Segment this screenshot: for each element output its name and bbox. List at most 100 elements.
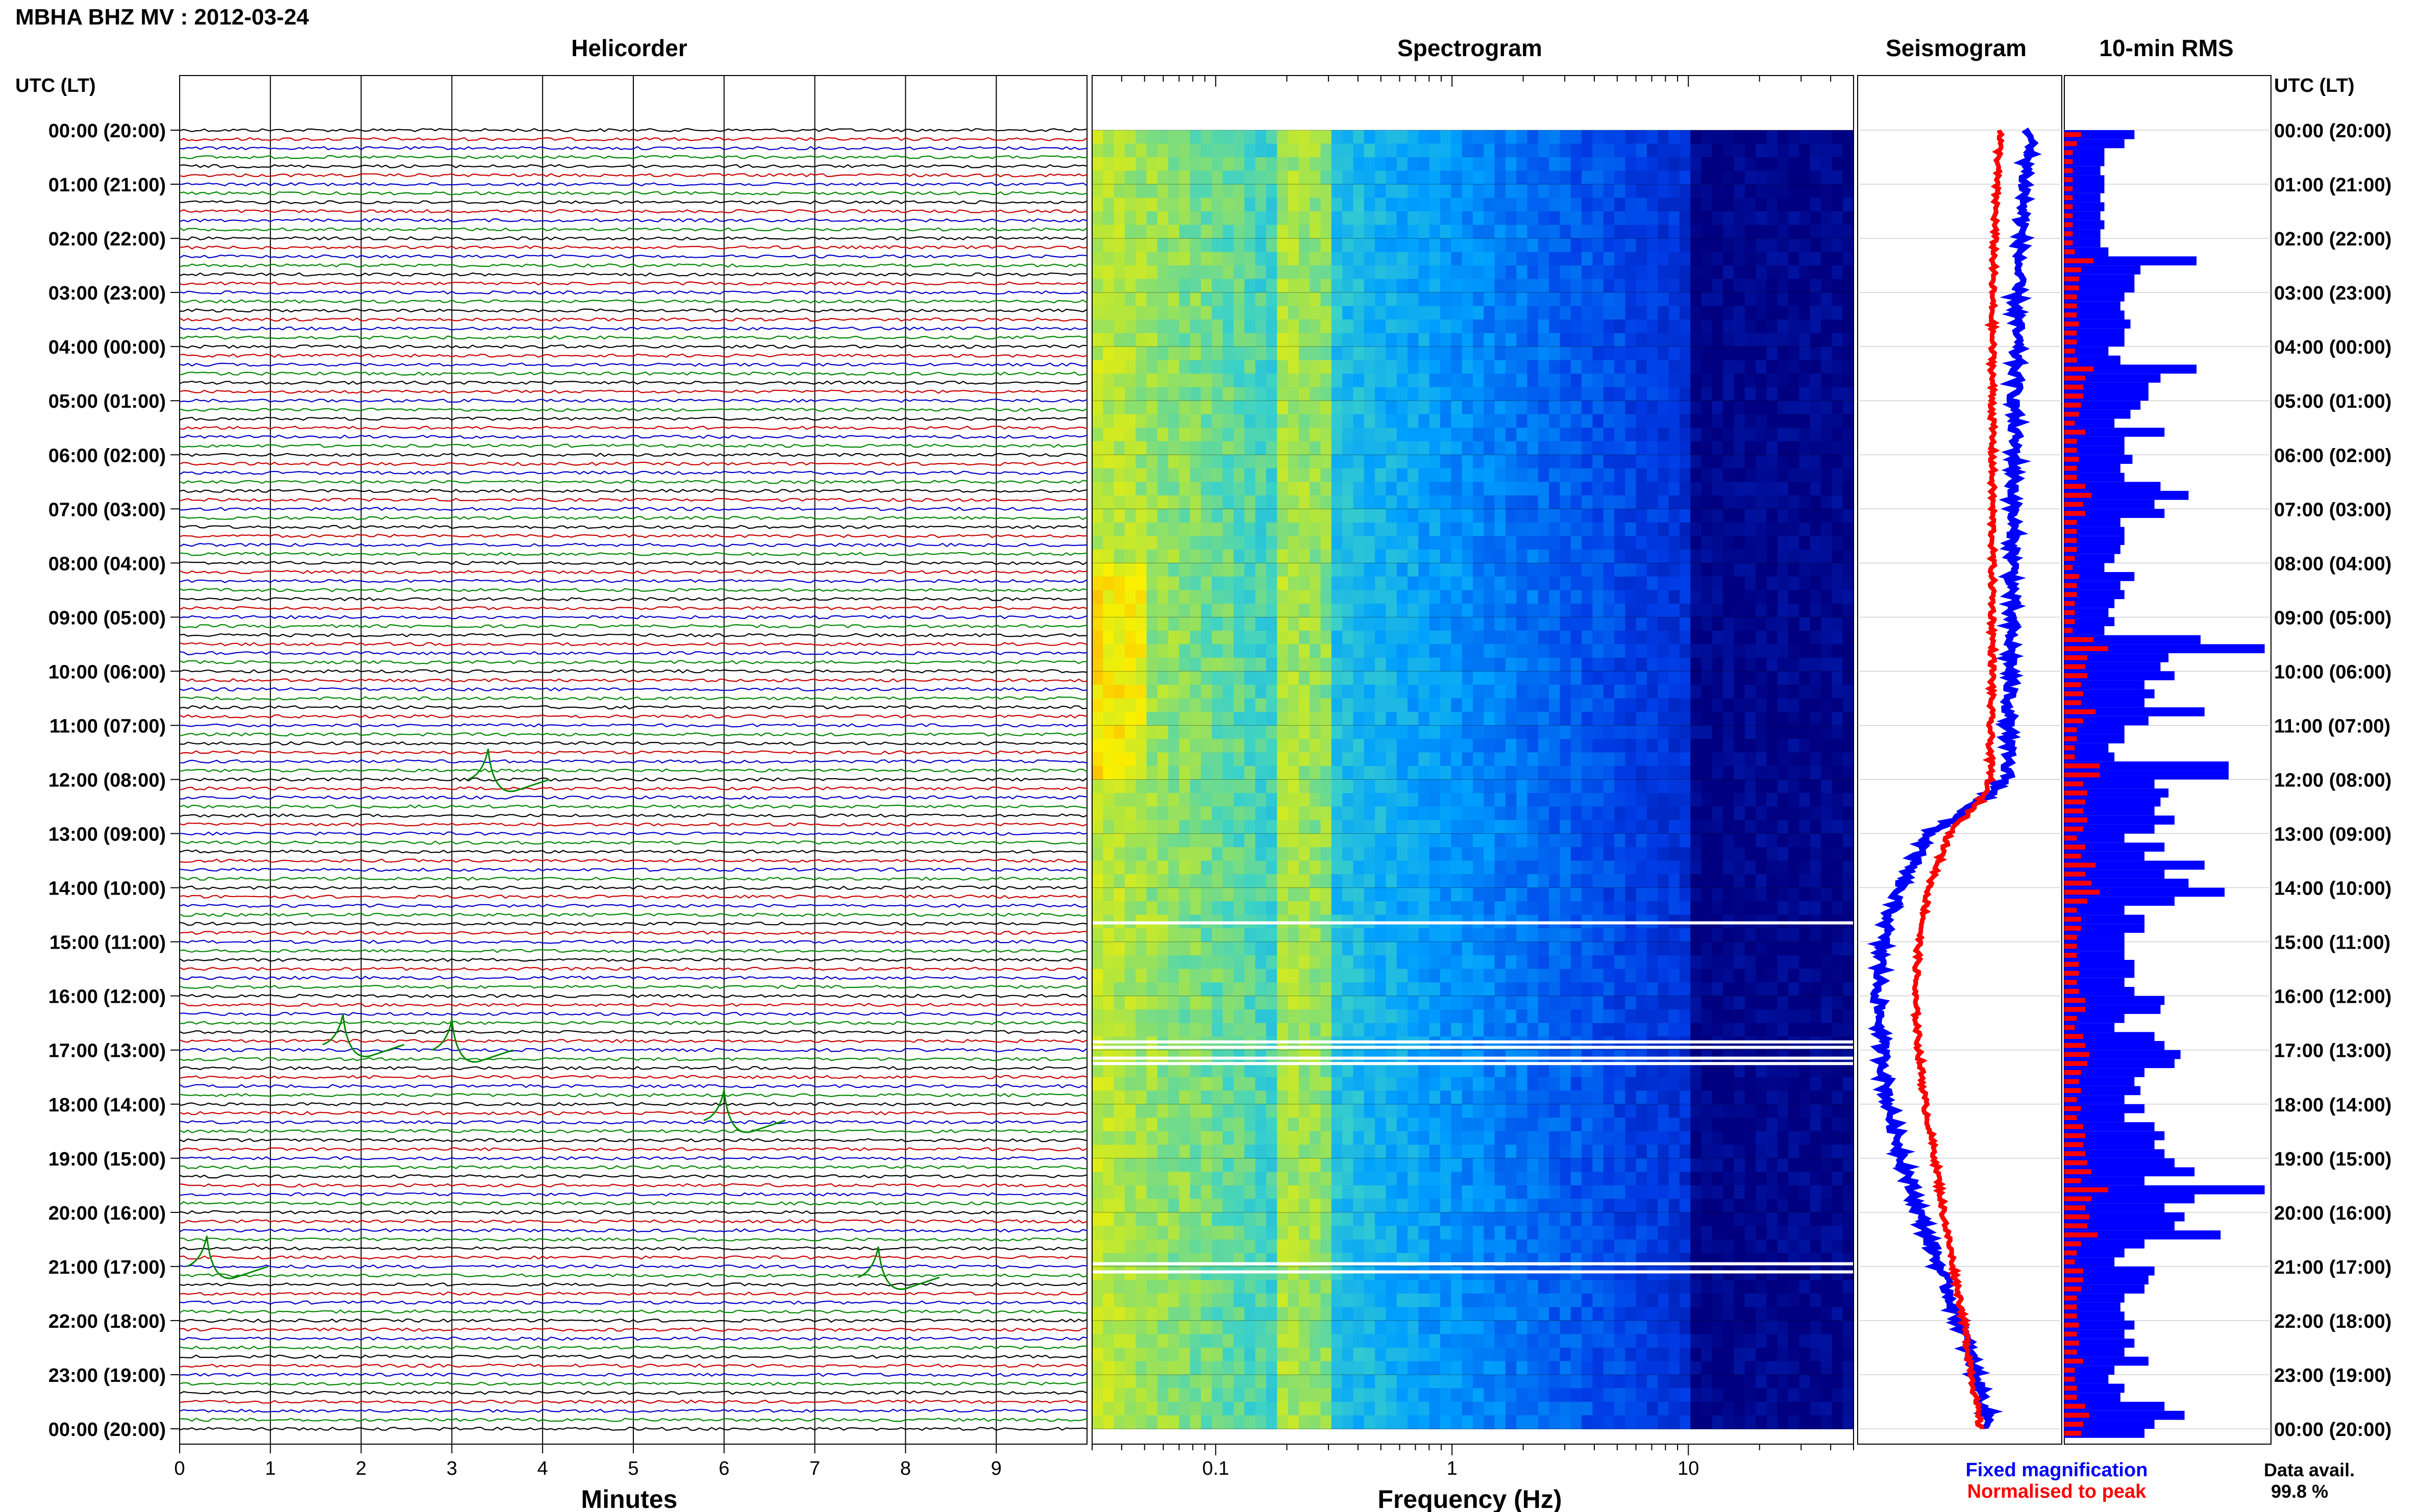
spectrogram-cell [1190,374,1201,388]
spectrogram-cell [1636,644,1647,658]
spectrogram-cell [1299,292,1311,307]
spectrogram-cell [1136,955,1147,970]
spectrogram-cell [1157,806,1169,821]
spectrogram-cell [1288,860,1299,875]
spectrogram-cell [1777,806,1789,821]
spectrogram-cell [1810,130,1821,144]
spectrogram-cell [1614,468,1626,483]
spectrogram-cell [1396,617,1408,631]
spectrogram-cell [1320,374,1332,388]
spectrogram-cell [1842,238,1854,253]
spectrogram-cell [1494,996,1506,1010]
spectrogram-cell [1190,292,1201,307]
spectrogram-cell [1146,211,1158,226]
spectrogram-cell [1734,225,1745,239]
spectrogram-cell [1723,725,1735,739]
spectrogram-cell [1386,197,1397,212]
spectrogram-cell [1168,698,1180,712]
spectrogram-cell [1701,387,1713,401]
spectrogram-cell [1614,887,1626,902]
spectrogram-cell [1114,657,1125,672]
spectrogram-cell [1777,766,1789,780]
spectrogram-cell [1244,887,1256,902]
spectrogram-cell [1310,441,1321,455]
spectrogram-cell [1734,238,1745,253]
spectrogram-cell [1516,833,1528,848]
spectrogram-cell [1212,725,1223,739]
spectrogram-cell [1516,955,1528,970]
spectrogram-cell [1734,576,1745,591]
spectrogram-cell [1136,711,1147,726]
spectrogram-cell [1429,617,1441,631]
spectrogram-cell [1734,955,1745,970]
spectrogram-cell [1212,468,1223,483]
spectrogram-cell [1766,346,1778,361]
spectrogram-cell [1636,360,1647,374]
spectrogram-cell [1310,346,1321,361]
spectrogram-cell [1799,265,1811,280]
spectrogram-cell [1494,806,1506,821]
spectrogram-cell [1516,197,1528,212]
spectrogram-cell [1342,1009,1354,1024]
spectrogram-cell [1473,401,1485,415]
helicorder-trace [179,227,1088,232]
spectrogram-cell [1777,279,1789,293]
spectrogram-cell [1092,793,1104,807]
spectrogram-cell [1277,360,1289,374]
spectrogram-cell [1766,482,1778,496]
spectrogram-cell [1299,401,1311,415]
helicorder-trace [179,290,1088,295]
spectrogram-cell [1723,360,1735,374]
spectrogram-cell [1549,671,1561,685]
spectrogram-cell [1527,820,1539,834]
helicorder-event [186,1235,268,1279]
spectrogram-cell [1527,766,1539,780]
spectrogram-cell [1190,306,1201,320]
spectrogram-cell [1473,387,1485,401]
spectrogram-cell [1342,522,1354,537]
spectrogram-cell [1440,766,1452,780]
spectrogram-cell [1331,333,1343,347]
spectrogram-cell [1734,982,1745,997]
spectrogram-cell [1244,387,1256,401]
spectrogram-cell [1625,157,1637,171]
spectrogram-cell [1342,170,1354,185]
helicorder-trace [179,1174,1088,1179]
spectrogram-cell [1136,860,1147,875]
helicorder-trace [179,488,1088,493]
spectrogram-cell [1484,806,1495,821]
spectrogram-cell [1168,225,1180,239]
spectrogram-cell [1244,211,1256,226]
spectrogram-cell [1342,725,1354,739]
spectrogram-cell [1505,766,1517,780]
spectrogram-cell [1408,292,1419,307]
spectrogram-cell [1505,739,1517,753]
spectrogram-cell [1538,806,1549,821]
spectrogram-cell [1560,536,1571,550]
spectrogram-cell [1364,319,1375,334]
spectrogram-cell [1299,184,1311,199]
spectrogram-cell [1701,644,1713,658]
spectrogram-cell [1494,793,1506,807]
spectrogram-cell [1114,901,1125,915]
spectrogram-cell [1527,536,1539,550]
spectrogram-cell [1462,563,1473,577]
spectrogram-cell [1310,820,1321,834]
spectrogram-cell [1386,184,1397,199]
spectrogram-cell [1201,184,1213,199]
spectrogram-cell [1560,468,1571,483]
spectrogram-cell [1244,766,1256,780]
spectrogram-cell [1320,252,1332,266]
spectrogram-cell [1396,766,1408,780]
spectrogram-cell [1201,549,1213,564]
spectrogram-cell [1179,482,1191,496]
spectrogram-cell [1396,887,1408,902]
spectrogram-cell [1680,657,1691,672]
spectrogram-cell [1146,928,1158,943]
spectrogram-cell [1168,522,1180,537]
spectrogram-cell [1320,522,1332,537]
helicorder-trace [179,245,1088,250]
spectrogram-cell [1451,928,1463,943]
spectrogram-cell [1168,428,1180,442]
spectrogram-cell [1157,982,1169,997]
